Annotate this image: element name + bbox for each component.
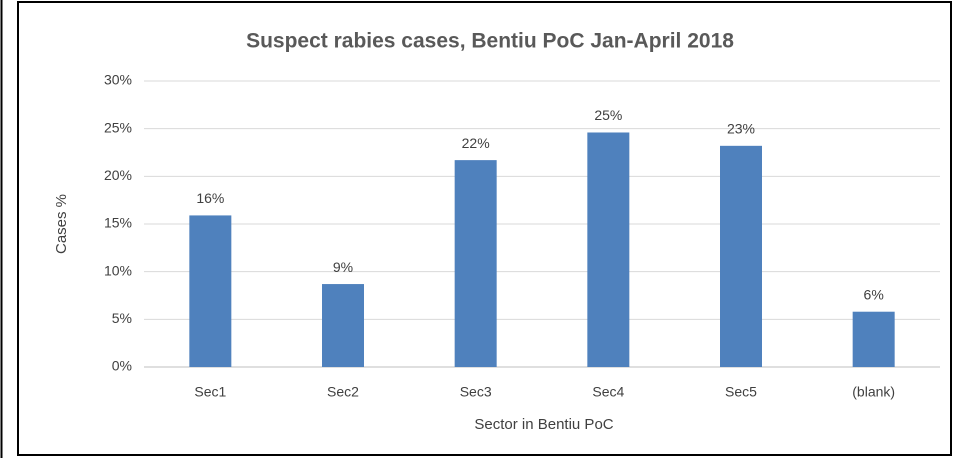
x-tick-label: Sec5 [725,384,757,400]
data-label: 9% [333,259,353,275]
x-tick-label: Sec1 [194,384,226,400]
chart-title: Suspect rabies cases, Bentiu PoC Jan-Apr… [246,30,734,53]
bar [454,160,497,367]
data-label: 23% [727,121,755,137]
x-axis-title: Sector in Bentiu PoC [474,416,613,433]
y-tick-label: 15% [104,215,132,231]
y-tick-label: 30% [104,72,132,88]
y-tick-label: 0% [112,358,132,374]
data-label: 6% [864,286,884,302]
y-tick-label: 10% [104,262,132,278]
x-tick-label: Sec4 [592,384,624,400]
x-tick-label: (blank) [852,384,895,400]
bar [852,311,895,367]
data-label: 22% [462,135,490,151]
y-tick-label: 25% [104,119,132,135]
bar [720,145,762,367]
y-tick-label: 5% [112,310,132,326]
bar [322,284,364,367]
y-axis-title: Cases % [53,194,70,254]
data-label: 16% [196,190,224,206]
bar [189,215,232,367]
data-label: 25% [594,107,622,123]
x-tick-label: Sec3 [460,384,492,400]
bar [587,132,630,367]
x-tick-label: Sec2 [327,384,359,400]
chart-border [17,1,952,456]
y-tick-label: 20% [104,167,132,183]
